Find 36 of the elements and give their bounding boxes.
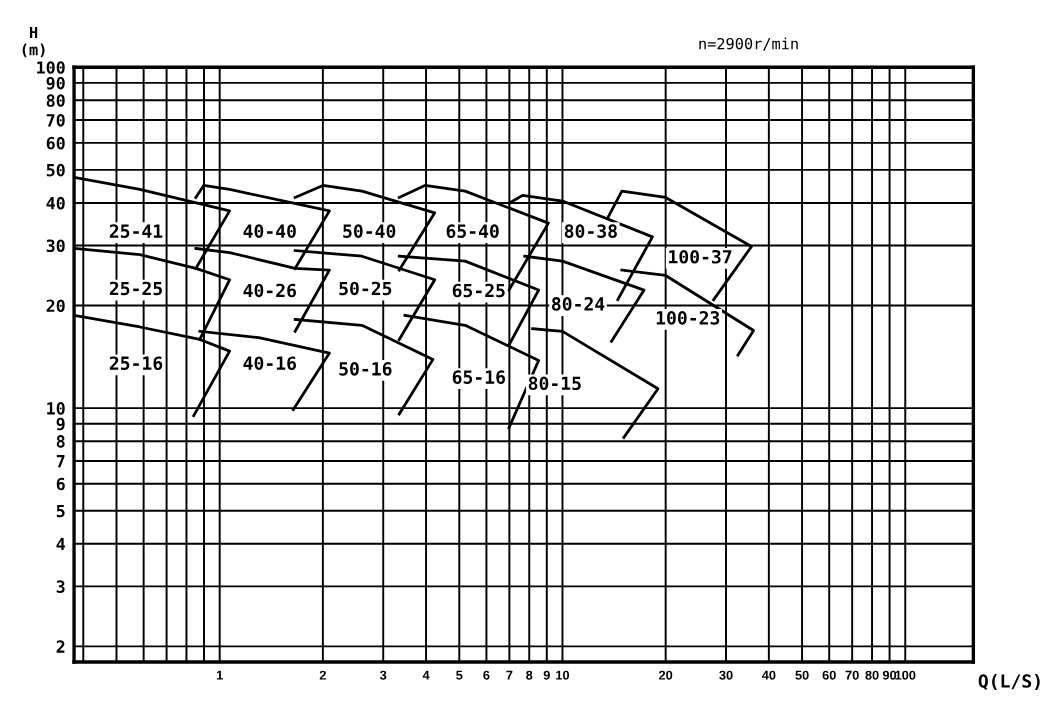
y-tick-label: 4 — [56, 537, 65, 551]
annotation: 40-40 — [243, 224, 296, 238]
y-tick-label: 90 — [46, 76, 65, 90]
annotation: 80-38 — [564, 224, 617, 238]
y-tick-label: 8 — [56, 435, 65, 448]
annotation: 50-25 — [339, 281, 392, 296]
y-tick-label: 2 — [56, 640, 65, 653]
annotation: 100-23 — [656, 311, 720, 325]
y-tick-label: 100 — [37, 61, 65, 74]
y-tick-label: 10 — [47, 402, 65, 415]
y-tick-label: 7 — [56, 455, 65, 468]
y-tick-label: 3 — [56, 580, 65, 593]
annotation: 50-40 — [343, 224, 396, 238]
annotation: 100-37 — [669, 249, 732, 264]
annotation: 50-16 — [339, 362, 392, 376]
annotation: 25-41 — [109, 224, 163, 238]
annotation: 65-25 — [452, 283, 505, 298]
annotation: 25-25 — [109, 281, 162, 296]
annotation: 25-16 — [109, 356, 163, 371]
y-tick-label: 9 — [56, 417, 65, 431]
x-axis-title: Q(L/S) — [978, 673, 1040, 691]
annotation: 40-16 — [243, 356, 296, 371]
y-tick-label: 50 — [46, 163, 65, 177]
y-tick-label: 30 — [46, 239, 65, 253]
y-tick-label: 80 — [46, 94, 65, 107]
annotation: 80-24 — [551, 297, 605, 311]
y-tick-label: 40 — [46, 196, 65, 210]
annotation: 40-26 — [243, 283, 296, 298]
y-tick-label: 20 — [46, 299, 65, 313]
y-tick-label: 6 — [56, 477, 65, 491]
annotation: 65-40 — [446, 224, 499, 238]
annotation: 65-16 — [452, 370, 505, 384]
annotation: 80-15 — [528, 376, 581, 391]
y-tick-label: 70 — [46, 114, 65, 127]
y-tick-label: 5 — [56, 504, 65, 518]
y-tick-label: 60 — [46, 136, 65, 150]
